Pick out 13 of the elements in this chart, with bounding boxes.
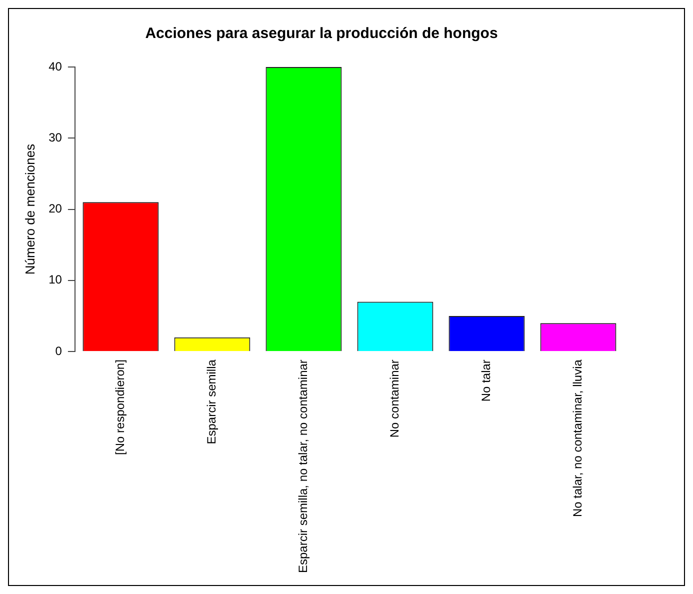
y-tick-label: 0 [55, 344, 62, 358]
chart-title: Acciones para asegurar la producción de hongos [145, 25, 498, 42]
y-tick-label: 10 [48, 272, 62, 287]
y-axis-title: Número de menciones [22, 143, 38, 275]
y-tick-label: 40 [48, 59, 62, 74]
y-tick-label: 20 [48, 202, 62, 216]
x-tick-label: No contaminar [388, 360, 402, 438]
x-tick-label: No talar, no contaminar, lluvia [570, 359, 585, 517]
x-tick-label: [No respondieron] [113, 360, 128, 455]
x-tick-label: No talar [479, 360, 494, 402]
y-tick-label: 30 [48, 130, 62, 144]
x-tick-label: Esparcir semilla, no talar, no contaminar [296, 360, 310, 574]
x-tick-label: Esparcir semilla [204, 359, 219, 444]
